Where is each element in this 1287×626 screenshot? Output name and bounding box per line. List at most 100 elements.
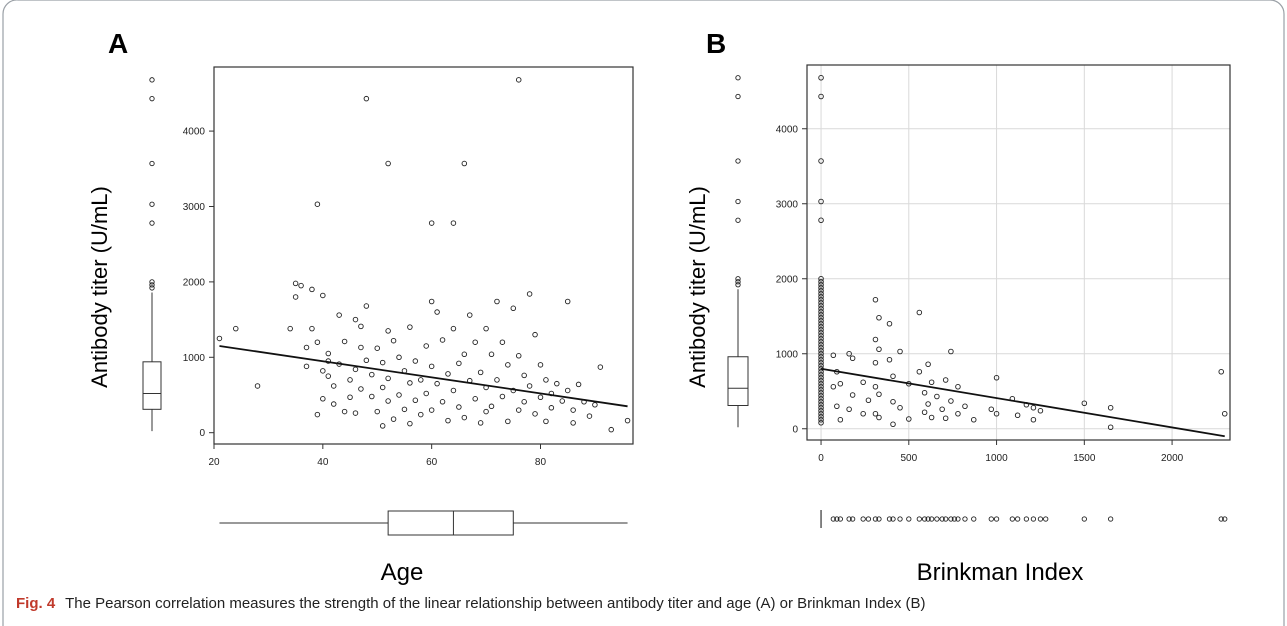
data-point — [1015, 413, 1020, 418]
data-point — [949, 349, 954, 354]
data-point — [565, 388, 570, 393]
data-point — [457, 361, 462, 366]
y-boxplot-outlier — [736, 94, 740, 98]
regression-line — [219, 346, 627, 406]
regression-line — [821, 369, 1225, 437]
y-tick-label: 2000 — [776, 274, 799, 285]
data-point — [429, 408, 434, 413]
data-point — [429, 299, 434, 304]
data-point — [943, 378, 948, 383]
x-rug-point — [989, 517, 993, 521]
data-point — [299, 283, 304, 288]
data-point — [838, 381, 843, 386]
data-point — [489, 352, 494, 357]
data-point — [331, 402, 336, 407]
plot-frame — [214, 67, 633, 444]
x-rug-point — [861, 517, 865, 521]
y-boxplot-box — [143, 362, 161, 410]
data-point — [326, 351, 331, 356]
data-point — [533, 412, 538, 417]
data-point — [408, 325, 413, 330]
data-point — [255, 384, 260, 389]
data-point — [353, 367, 358, 372]
data-point — [386, 399, 391, 404]
x-tick-label: 40 — [317, 457, 329, 468]
data-point — [538, 363, 543, 368]
data-point — [429, 221, 434, 226]
data-point — [418, 412, 423, 417]
data-point — [310, 326, 315, 331]
data-point — [877, 347, 882, 352]
data-point — [440, 399, 445, 404]
data-point — [342, 409, 347, 414]
data-point — [560, 399, 565, 404]
data-point — [516, 408, 521, 413]
data-point — [348, 395, 353, 400]
y-axis-title-b: Antibody titer (U/mL) — [685, 186, 710, 388]
data-point — [348, 378, 353, 383]
data-point — [331, 384, 336, 389]
x-rug-point — [935, 517, 939, 521]
data-point — [397, 355, 402, 360]
data-point — [576, 382, 581, 387]
data-point — [478, 421, 483, 426]
x-tick-label: 500 — [900, 453, 917, 464]
data-point — [544, 419, 549, 424]
x-tick-label: 1000 — [985, 453, 1008, 464]
data-point — [835, 404, 840, 409]
y-tick-label: 1000 — [183, 353, 206, 364]
data-point — [408, 421, 413, 426]
data-point — [288, 326, 293, 331]
data-point — [440, 338, 445, 343]
data-point — [922, 390, 927, 395]
data-point — [397, 393, 402, 398]
x-rug-point — [1031, 517, 1035, 521]
x-tick-label: 20 — [208, 457, 220, 468]
data-point — [1219, 369, 1224, 374]
y-boxplot-outlier — [736, 218, 740, 222]
data-point — [386, 161, 391, 166]
data-point — [364, 358, 369, 363]
x-rug-point — [907, 517, 911, 521]
panel-label-a: A — [108, 28, 128, 59]
data-point — [500, 340, 505, 345]
data-point — [451, 388, 456, 393]
y-boxplot-outlier — [736, 159, 740, 163]
data-point — [929, 415, 934, 420]
data-point — [989, 407, 994, 412]
data-point — [495, 378, 500, 383]
data-point — [922, 410, 927, 415]
data-point — [337, 313, 342, 318]
data-point — [544, 378, 549, 383]
data-point — [940, 407, 945, 412]
data-point — [861, 411, 866, 416]
data-point — [359, 345, 364, 350]
x-rug-point — [963, 517, 967, 521]
data-point — [364, 304, 369, 309]
x-tick-label: 0 — [818, 453, 824, 464]
data-point — [533, 332, 538, 337]
data-point — [321, 369, 326, 374]
data-point — [565, 299, 570, 304]
caption-label: Fig. 4 — [16, 595, 55, 612]
data-point — [887, 321, 892, 326]
data-point — [877, 315, 882, 320]
y-boxplot-outlier — [150, 280, 154, 284]
data-point — [484, 326, 489, 331]
data-point — [353, 411, 358, 416]
data-point — [609, 427, 614, 432]
data-point — [233, 326, 238, 331]
x-rug-point — [898, 517, 902, 521]
x-tick-label: 60 — [426, 457, 438, 468]
data-point — [304, 345, 309, 350]
data-point — [956, 411, 961, 416]
y-tick-label: 4000 — [183, 127, 206, 138]
data-point — [898, 405, 903, 410]
data-point — [891, 422, 896, 427]
scatter-panel-b: 0 500 1000 1500 2000 0 1000 2000 3000 4000 — [728, 65, 1230, 528]
data-point — [315, 340, 320, 345]
data-point — [359, 387, 364, 392]
data-point — [522, 373, 527, 378]
data-point — [506, 363, 511, 368]
